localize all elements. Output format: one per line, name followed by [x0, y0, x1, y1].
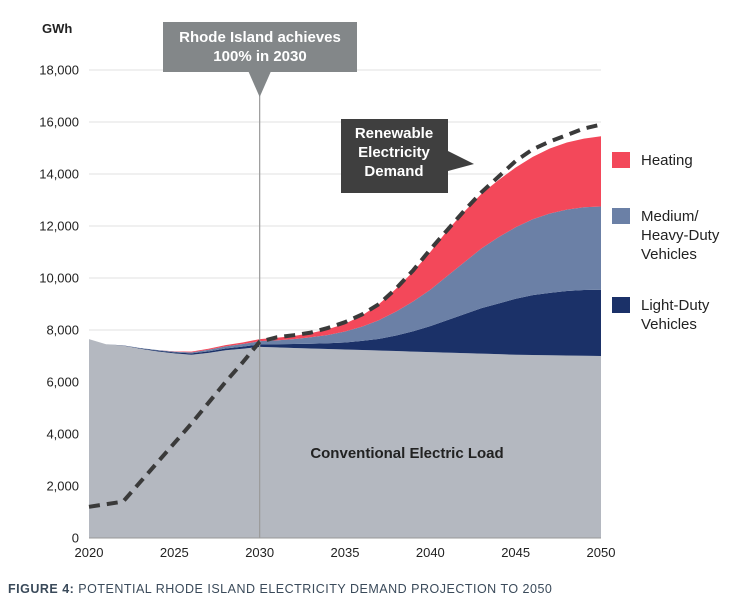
y-tick-label: 14,000: [39, 167, 79, 182]
area-medium-heavy-duty-vehicles: [89, 206, 601, 354]
y-tick-label: 12,000: [39, 219, 79, 234]
legend-label: Vehicles: [641, 246, 697, 263]
y-tick-label: 2,000: [46, 479, 79, 494]
renewable-callout-text: Electricity: [358, 144, 430, 161]
x-tick-label: 2025: [160, 545, 189, 560]
figure-caption-prefix: FIGURE 4:: [8, 582, 75, 596]
legend-label: Light-Duty: [641, 297, 710, 314]
target-callout-box: [163, 22, 357, 72]
renewable-callout-text: Renewable: [355, 125, 433, 142]
y-tick-label: 4,000: [46, 427, 79, 442]
y-tick-label: 16,000: [39, 115, 79, 130]
chart: 0 2,000 4,000 6,000 8,000 10,000 12,000 14,000 1…: [39, 21, 720, 560]
y-axis-unit: GWh: [42, 21, 72, 36]
x-tick-label: 2050: [587, 545, 616, 560]
target-callout-text: 100% in 2030: [213, 48, 306, 65]
target-callout-text: Rhode Island achieves: [179, 29, 341, 46]
area-heating: [89, 136, 601, 353]
y-tick-label: 6,000: [46, 375, 79, 390]
legend-label: Heating: [641, 152, 693, 169]
legend-label: Vehicles: [641, 316, 697, 333]
target-callout-pointer: [248, 72, 271, 97]
area-light-duty-vehicles: [89, 289, 601, 356]
renewable-demand-line: [88, 122, 602, 509]
figure-caption-text: POTENTIAL RHODE ISLAND ELECTRICITY DEMAN…: [74, 582, 553, 596]
y-tick-label: 0: [72, 531, 79, 546]
legend-swatch: [612, 208, 630, 224]
renewable-callout-box: [341, 119, 448, 193]
y-tick-label: 10,000: [39, 271, 79, 286]
legend-swatch: [612, 297, 630, 313]
conventional-load-label: Conventional Electric Load: [310, 445, 503, 462]
x-tick-label: 2040: [416, 545, 445, 560]
x-tick-label: 2020: [75, 545, 104, 560]
x-tick-label: 2035: [331, 545, 360, 560]
x-tick-label: 2045: [501, 545, 530, 560]
area-conventional-electric-load: [89, 339, 601, 538]
figure-caption: FIGURE 4: POTENTIAL RHODE ISLAND ELECTRI…: [8, 582, 552, 596]
legend-label: Heavy-Duty: [641, 227, 720, 244]
x-tick-label: 2030: [245, 545, 274, 560]
renewable-callout-text: Demand: [364, 163, 423, 180]
legend-label: Medium/: [641, 208, 699, 225]
y-tick-label: 18,000: [39, 63, 79, 78]
legend-swatch: [612, 152, 630, 168]
renewable-callout-pointer: [448, 151, 474, 171]
y-tick-label: 8,000: [46, 323, 79, 338]
